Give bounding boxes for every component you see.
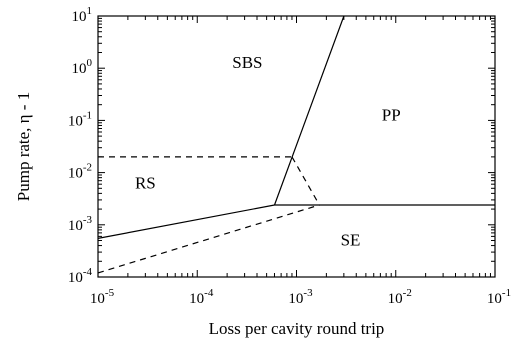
x-tick-label: 10-3 bbox=[288, 287, 313, 307]
y-tick-label: 10-3 bbox=[68, 214, 93, 234]
y-tick-label: 10-1 bbox=[68, 109, 92, 129]
boundary-line-dashed-5 bbox=[291, 156, 320, 206]
axis-ticks bbox=[97, 15, 496, 278]
x-tick-labels: 10-5 10-4 10-3 10-2 10-1 bbox=[90, 287, 511, 307]
y-tick-label: 10-2 bbox=[68, 162, 92, 182]
x-tick-label: 10-5 bbox=[90, 287, 115, 307]
boundary-line-dashed-3 bbox=[97, 204, 320, 274]
x-axis-label: Loss per cavity round trip bbox=[209, 319, 385, 338]
y-tick-label: 101 bbox=[72, 5, 93, 25]
x-tick-label: 10-2 bbox=[388, 287, 412, 307]
region-label-sbs: SBS bbox=[232, 53, 262, 72]
boundary-line-solid-1 bbox=[273, 15, 345, 206]
y-tick-label: 100 bbox=[72, 57, 93, 77]
x-tick-label: 10-4 bbox=[189, 287, 214, 307]
region-label-se: SE bbox=[341, 231, 361, 250]
region-labels: SBS PP RS SE bbox=[135, 53, 401, 249]
region-label-rs: RS bbox=[135, 173, 156, 192]
boundary-lines bbox=[97, 15, 495, 274]
y-axis-label: Pump rate, η - 1 bbox=[14, 92, 33, 201]
y-tick-label: 10-4 bbox=[68, 266, 93, 286]
boundary-line-solid-0 bbox=[97, 204, 275, 239]
y-tick-labels: 10-4 10-3 10-2 10-1 100 101 bbox=[68, 5, 93, 286]
region-label-pp: PP bbox=[382, 105, 401, 124]
x-tick-label: 10-1 bbox=[487, 287, 511, 307]
